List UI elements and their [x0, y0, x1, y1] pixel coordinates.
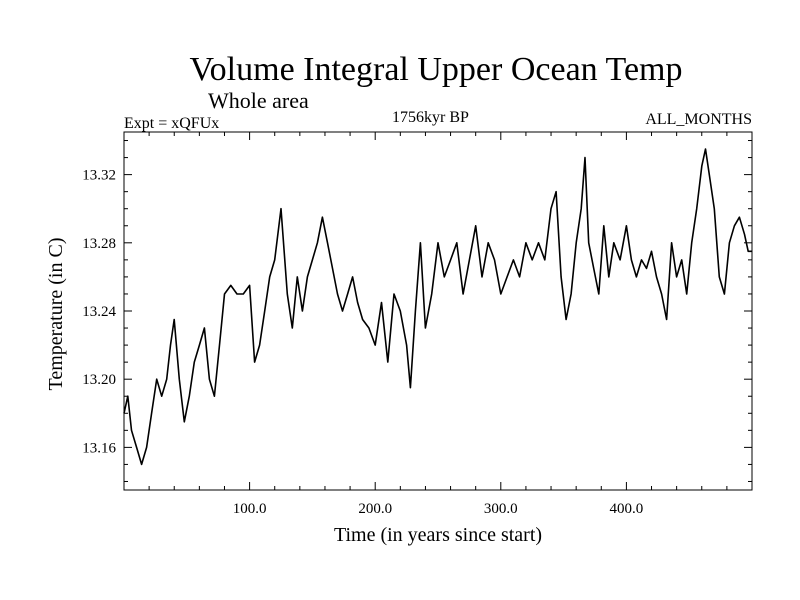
series-line — [123, 148, 752, 466]
y-axis-label: Temperature (in C) — [45, 238, 67, 391]
chart-subtitle: Whole area — [208, 88, 309, 113]
y-tick-label: 13.20 — [82, 372, 116, 388]
chart-title: Volume Integral Upper Ocean Temp — [190, 51, 683, 88]
y-tick-label: 13.32 — [82, 168, 116, 184]
x-tick-label: 400.0 — [610, 501, 644, 517]
period-label: 1756kyr BP — [392, 109, 469, 126]
x-tick-label: 100.0 — [233, 501, 267, 517]
y-tick-label: 13.24 — [82, 304, 116, 320]
months-label: ALL_MONTHS — [645, 111, 752, 128]
plot-border — [123, 131, 753, 491]
experiment-label: Expt = xQFUx — [124, 115, 219, 132]
plot-area — [123, 131, 753, 491]
x-axis: 100.0 200.0 300.0 400.0 — [148, 132, 728, 517]
x-tick-label: 300.0 — [484, 501, 518, 517]
y-axis: 13.16 13.20 13.24 13.28 13.32 — [82, 140, 752, 482]
series-layer — [123, 148, 752, 466]
y-tick-label: 13.28 — [82, 236, 116, 252]
y-tick-label: 13.16 — [82, 440, 116, 456]
x-tick-label: 200.0 — [358, 501, 392, 517]
x-axis-label: Time (in years since start) — [334, 524, 542, 546]
